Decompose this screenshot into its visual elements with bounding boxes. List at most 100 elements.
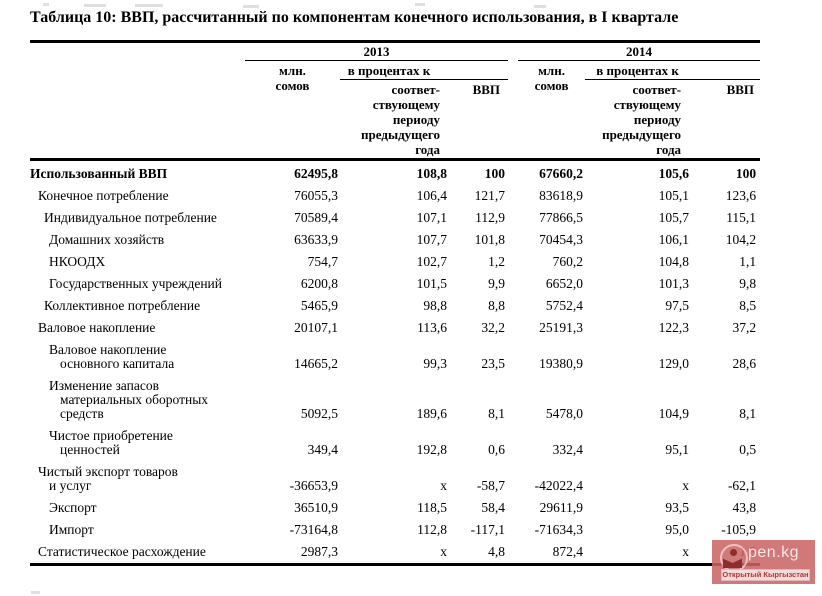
cell-pct-prev-2014: 104,9 [658,406,690,421]
cell-pct-gdp-2014: 9,8 [739,276,757,291]
cell-mln-2013: 70589,4 [294,210,338,225]
cell-pct-prev-2014: 105,7 [658,210,690,225]
cell-pct-prev-2014: 129,0 [658,356,690,371]
cell-pct-gdp-2013: 58,4 [481,500,506,515]
cell-mln-2014: 83618,9 [539,188,584,203]
header-subcolumns-row: соответ- ствующему периоду предыдущего г… [30,80,760,160]
cell-pct-gdp-2014: 8,5 [739,298,757,313]
cropped-text-remnant [415,3,425,6]
cropped-text-remnant [31,591,40,594]
row-label: Чистый экспорт товаров и услуг [38,464,178,493]
open-kg-watermark: pen.kg Открытый Кыргызстан [712,540,815,584]
cell-pct-prev-2014: 105,6 [585,158,694,185]
row-label: Импорт [49,522,94,537]
table-body: Использованный ВВП 62495,8 108,8 100 67660,2… [30,158,761,565]
row-label: Использованный ВВП [30,158,245,185]
cell-pct-prev-2013: 192,8 [416,442,447,457]
table-row: Валовое накопление основного капитала 1466… [30,339,760,375]
row-label: Чистое приобретение ценностей [49,428,173,457]
table-title: Таблица 10: ВВП, рассчитанный по компоне… [30,9,679,26]
group-gap-cell [508,185,518,207]
watermark-subtitle: Открытый Кыргызстан [721,569,810,581]
header-mln-somov-2013: млн. сомов [275,63,310,93]
cell-pct-prev-2013: 107,1 [416,210,447,225]
cell-pct-prev-2013: х [440,478,447,493]
cell-pct-gdp-2013: 9,9 [488,276,506,291]
header-gdp-2014: ВВП [726,82,755,97]
cell-mln-2014: 6652,0 [545,276,584,291]
cropped-text-remnant [43,3,49,6]
cell-pct-gdp-2014: 0,5 [739,442,757,457]
cell-pct-gdp-2014: 8,1 [739,406,757,421]
table-row: Домашних хозяйств 63633,9 107,7 101,8 70454,… [30,229,760,251]
row-label: Домашних хозяйств [49,232,165,247]
cell-mln-2013: 63633,9 [294,232,338,247]
table-row: Статистическое расхождение 2987,3 х 4,8 872,… [30,541,760,565]
cell-mln-2014: 25191,3 [539,320,584,335]
table-row: НКООДХ 754,7 102,7 1,2 760,2 104,8 1,1 [30,251,760,273]
header-units-row: млн. сомов в процентах к млн. сомов в пр… [30,60,761,93]
cell-pct-prev-2013: 102,7 [416,254,447,269]
cell-pct-prev-2013: 118,5 [417,500,447,515]
group-gap-cell [508,229,518,251]
row-label: Конечное потребление [38,188,169,203]
table-row: Импорт -73164,8 112,8 -117,1 -71634,3 95,0 -10… [30,519,760,541]
cell-pct-gdp-2014: 123,6 [725,188,757,203]
cell-pct-prev-2013: 112,8 [417,522,447,537]
table-row: Коллективное потребление 5465,9 98,8 8,8 575… [30,295,760,317]
cell-pct-gdp-2013: 32,2 [481,320,506,335]
group-gap-cell [508,251,518,273]
table-row: Валовое накопление 20107,1 113,6 32,2 25191,… [30,317,760,339]
cell-mln-2013: 349,4 [307,442,338,457]
row-label: Индивидуальное потребление [44,210,217,225]
header-group-gap [508,42,518,160]
cell-pct-prev-2013: 99,3 [423,356,447,371]
header-percent-of-2014-label: в процентах к [596,63,679,78]
table-row: Индивидуальное потребление 70589,4 107,1 11… [30,207,760,229]
header-year-row: 2013 2014 [30,41,761,61]
table-row: Государственных учреждений 6200,8 101,5 9,9… [30,273,760,295]
cell-pct-gdp-2013: 112,9 [475,210,506,225]
cell-pct-prev-2014: 101,3 [658,276,690,291]
header-percent-of-2013-label: в процентах к [347,63,431,78]
cell-mln-2014: 332,4 [552,442,584,457]
cell-pct-gdp-2014: 43,8 [732,500,757,515]
cell-pct-gdp-2013: 1,2 [488,254,506,269]
cell-pct-gdp-2014: 28,6 [732,356,757,371]
cell-mln-2013: 5465,9 [300,298,338,313]
row-label: Валовое накопление [38,320,156,335]
cell-mln-2013: 62495,8 [245,158,340,185]
cell-pct-prev-2013: 113,6 [417,320,447,335]
cell-pct-prev-2013: 189,6 [416,406,447,421]
header-percent-of-2014: в процентах к [585,60,761,80]
group-gap-cell [508,339,518,375]
cell-mln-2013: 2987,3 [300,544,338,559]
row-label: Изменение запасов материальных оборотных с… [49,378,209,421]
cell-mln-2014: 872,4 [552,544,584,559]
cropped-text-remnant [84,4,106,7]
header-label-spacer [30,42,245,160]
cell-pct-gdp-2014: 1,1 [739,254,757,269]
row-label: Экспорт [49,500,97,515]
cell-pct-prev-2013: 107,7 [416,232,447,247]
cell-pct-gdp-2013: 8,8 [488,298,506,313]
cell-pct-prev-2013: 108,8 [340,158,452,185]
cell-pct-prev-2014: 105,1 [658,188,690,203]
cell-pct-prev-2013: 106,4 [416,188,447,203]
cell-pct-prev-2014: 93,5 [665,500,690,515]
cell-pct-prev-2014: 97,5 [665,298,690,313]
header-year-2014: 2014 [518,41,761,61]
cell-mln-2014: 760,2 [552,254,584,269]
cell-mln-2014: -71634,3 [534,522,584,537]
cropped-text-remnant [135,4,163,7]
header-prev-period-2013: соответ- ствующему периоду предыдущего г… [361,82,440,157]
header-year-2013: 2013 [245,41,509,61]
header-prev-period-2014: соответ- ствующему периоду предыдущего г… [602,82,682,157]
group-gap-cell [508,207,518,229]
cell-pct-gdp-2013: 100 [452,158,509,185]
group-gap-cell [508,497,518,519]
table-row: Изменение запасов материальных оборотных с… [30,375,760,425]
group-gap-cell [508,541,518,565]
row-label: Государственных учреждений [49,276,222,291]
